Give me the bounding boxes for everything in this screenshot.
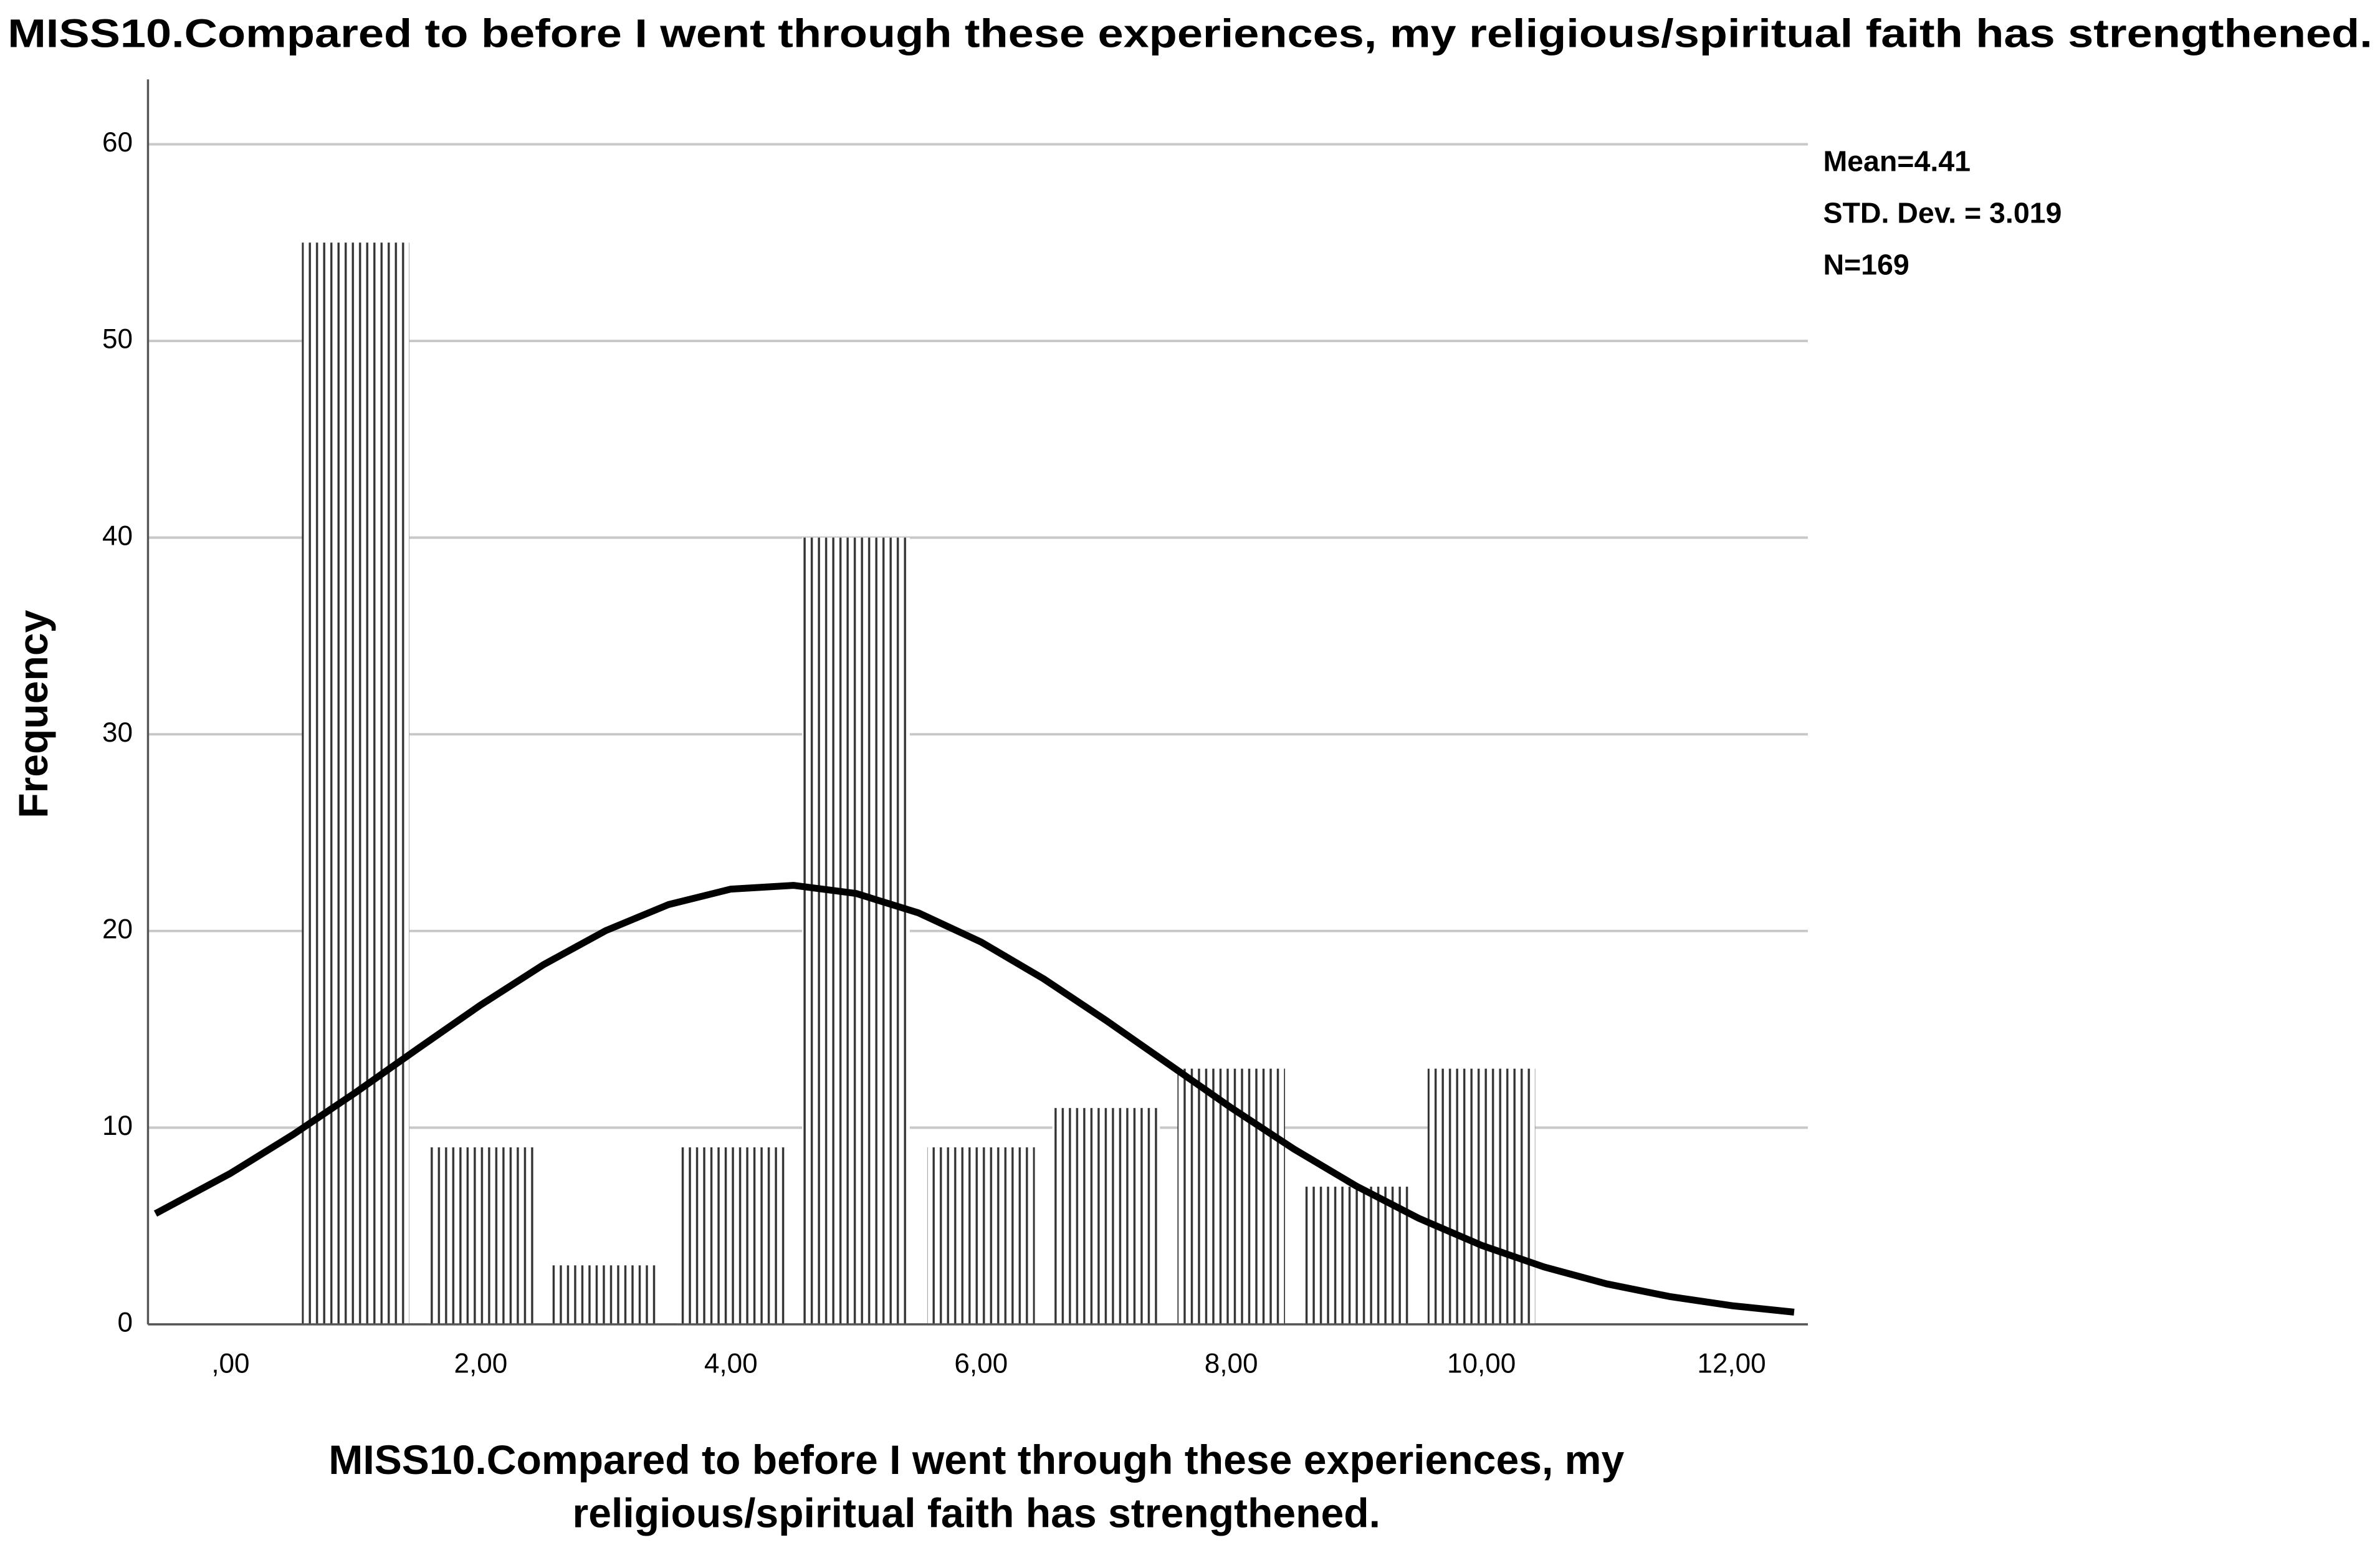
x-tick-label: ,00 — [211, 1349, 249, 1379]
x-axis-title: MISS10.Compared to before I went through… — [328, 1437, 1625, 1537]
bar — [802, 537, 910, 1324]
x-tick-label: 4,00 — [704, 1349, 758, 1379]
normal-curve — [153, 882, 1795, 1316]
bar — [927, 1147, 1035, 1324]
x-tick-label: 8,00 — [1205, 1349, 1258, 1379]
bar — [1427, 1068, 1536, 1324]
bar — [1302, 1187, 1410, 1324]
x-axis-title-box: MISS10.Compared to before I went through… — [328, 1437, 1625, 1537]
x-tick-label: 6,00 — [954, 1349, 1008, 1379]
chart-title: MISS10.Compared to before I went through… — [7, 12, 2373, 56]
annotation: Mean=4.41 — [1823, 145, 1971, 177]
annotation: N=169 — [1823, 249, 1909, 281]
bar — [552, 1265, 660, 1324]
annotation: STD. Dev. = 3.019 — [1823, 196, 2062, 229]
y-tick-label: 50 — [102, 324, 133, 355]
y-tick-label: 0 — [117, 1308, 133, 1338]
y-tick-label: 40 — [102, 520, 133, 551]
y-tick-label: 30 — [102, 717, 133, 748]
y-tick-label: 10 — [102, 1111, 133, 1141]
bar — [1052, 1107, 1160, 1324]
y-axis-title: Frequency — [11, 610, 57, 818]
x-tick-label: 12,00 — [1697, 1349, 1766, 1379]
y-tick-label: 60 — [102, 127, 133, 158]
bar — [302, 242, 409, 1324]
bar — [677, 1147, 785, 1324]
y-tick-label: 20 — [102, 914, 133, 944]
x-tick-label: 10,00 — [1447, 1349, 1516, 1379]
x-tick-label: 2,00 — [454, 1349, 508, 1379]
bar — [427, 1147, 535, 1324]
